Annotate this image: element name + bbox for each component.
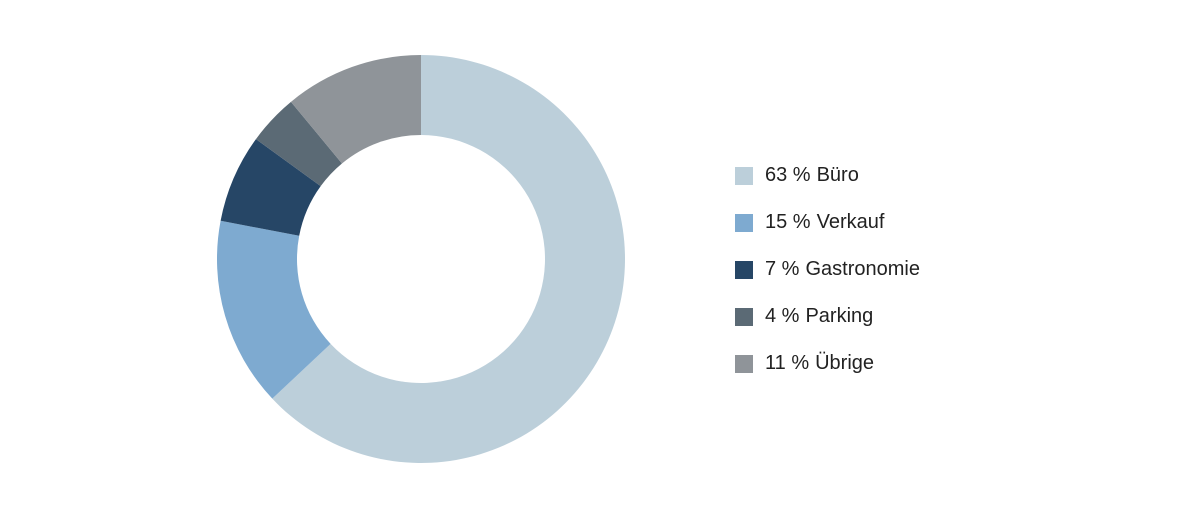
donut-segment <box>255 101 342 187</box>
legend-value: 4 % <box>765 305 800 327</box>
legend-category: Verkauf <box>817 211 885 233</box>
legend-swatch <box>735 308 753 326</box>
legend-value: 15 % <box>765 211 811 233</box>
legend-swatch <box>735 261 753 279</box>
legend-category: Parking <box>805 305 873 327</box>
legend-category: Übrige <box>815 352 874 374</box>
legend-label: 4 % Parking <box>765 305 873 327</box>
legend-value: 11 % <box>765 352 809 374</box>
legend-value: 7 % <box>765 258 800 280</box>
legend-category: Gastronomie <box>805 258 920 280</box>
legend-label: 15 % Verkauf <box>765 211 885 233</box>
legend-swatch <box>735 355 753 373</box>
legend-label: 11 % Übrige <box>765 352 874 374</box>
donut-segment <box>220 139 321 236</box>
legend-value: 63 % <box>765 164 811 186</box>
donut-segment <box>290 55 421 164</box>
donut-segment <box>272 55 625 464</box>
legend-swatch <box>735 214 753 232</box>
legend-category: Büro <box>817 164 859 186</box>
donut-segment <box>217 220 331 399</box>
legend-label: 63 % Büro <box>765 164 859 186</box>
legend-label: 7 % Gastronomie <box>765 258 920 280</box>
legend-swatch <box>735 167 753 185</box>
